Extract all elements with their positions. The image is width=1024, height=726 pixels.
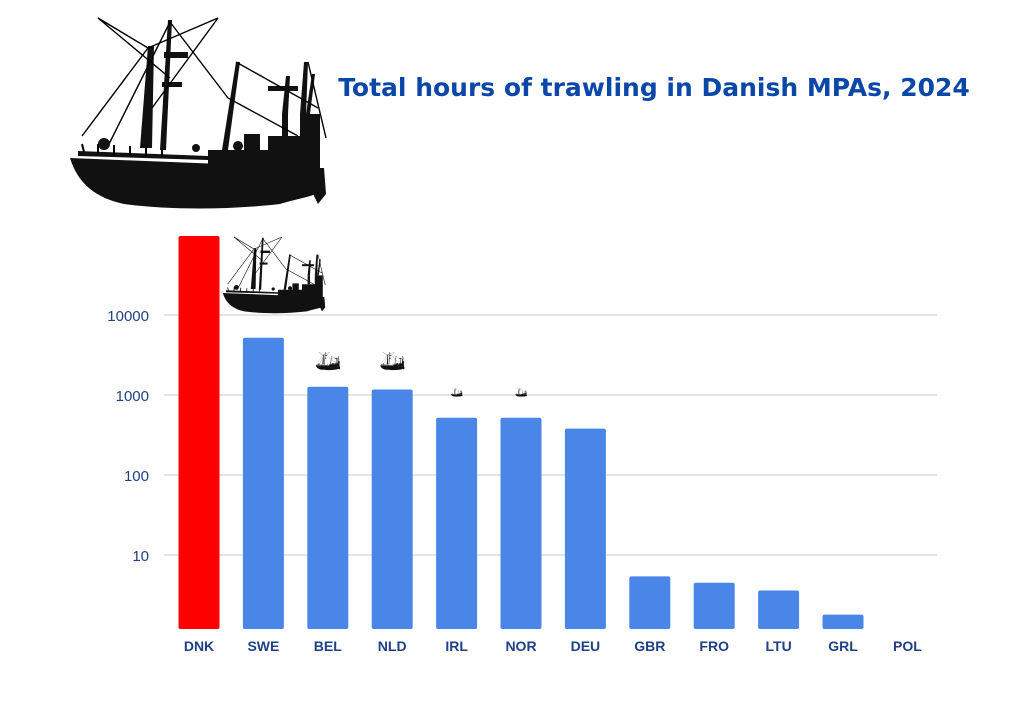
y-tick-label: 1000 (116, 388, 149, 405)
bar-fro (693, 582, 735, 629)
bar-irl (436, 417, 478, 629)
chart-title: Total hours of trawling in Danish MPAs, … (338, 73, 970, 102)
x-tick-label-ltu: LTU (766, 638, 792, 654)
fishing-trawler-icon (380, 351, 405, 371)
x-tick-label-bel: BEL (314, 638, 342, 654)
bar-dnk (178, 236, 220, 629)
y-tick-label: 10 (132, 548, 149, 565)
x-tick-label-grl: GRL (828, 638, 858, 654)
y-tick-label: 10000 (107, 308, 149, 325)
gridlines (164, 314, 937, 556)
x-tick-label-deu: DEU (571, 638, 601, 654)
y-axis-ticks: 10 100 1000 10000 (107, 308, 149, 565)
bar-deu (564, 428, 606, 629)
bar-grl (822, 614, 864, 629)
bar-nor (500, 417, 542, 629)
fishing-trawler-icon (515, 387, 527, 397)
fishing-trawler-icon (450, 387, 463, 397)
x-tick-label-pol: POL (893, 638, 922, 654)
bar-nld (371, 389, 413, 629)
x-tick-label-irl: IRL (445, 638, 468, 654)
bar-bel (307, 386, 349, 629)
fishing-trawler-icon (69, 17, 327, 210)
x-axis-ticks: DNK SWE BEL NLD IRL NOR DEU GBR FRO LTU GRL POL (184, 638, 922, 654)
bars (178, 236, 864, 629)
bar-gbr (629, 576, 671, 629)
bar-ltu (758, 590, 800, 629)
x-tick-label-dnk: DNK (184, 638, 214, 654)
bar-swe (242, 337, 284, 629)
y-tick-label: 100 (124, 468, 149, 485)
x-tick-label-nor: NOR (505, 638, 536, 654)
x-tick-label-nld: NLD (378, 638, 407, 654)
fishing-trawler-icon (222, 236, 326, 314)
x-tick-label-fro: FRO (699, 638, 729, 654)
x-tick-label-swe: SWE (247, 638, 279, 654)
fishing-trawler-icon (315, 351, 341, 371)
x-tick-label-gbr: GBR (634, 638, 665, 654)
